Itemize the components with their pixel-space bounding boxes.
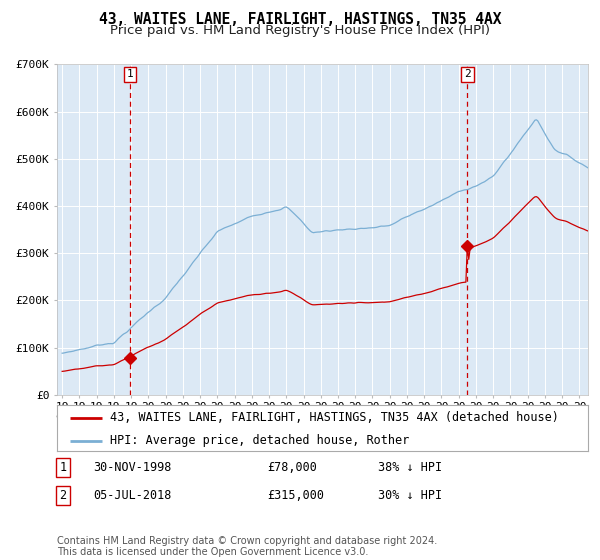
Text: 1: 1 [127, 69, 133, 80]
Text: 1: 1 [59, 461, 67, 474]
Text: £78,000: £78,000 [267, 461, 317, 474]
Text: 43, WAITES LANE, FAIRLIGHT, HASTINGS, TN35 4AX (detached house): 43, WAITES LANE, FAIRLIGHT, HASTINGS, TN… [110, 411, 559, 424]
Text: 2: 2 [464, 69, 471, 80]
Text: 30-NOV-1998: 30-NOV-1998 [93, 461, 172, 474]
Text: 30% ↓ HPI: 30% ↓ HPI [378, 489, 442, 502]
Text: 38% ↓ HPI: 38% ↓ HPI [378, 461, 442, 474]
Text: HPI: Average price, detached house, Rother: HPI: Average price, detached house, Roth… [110, 434, 409, 447]
Text: £315,000: £315,000 [267, 489, 324, 502]
Text: 43, WAITES LANE, FAIRLIGHT, HASTINGS, TN35 4AX: 43, WAITES LANE, FAIRLIGHT, HASTINGS, TN… [99, 12, 501, 27]
Text: Price paid vs. HM Land Registry's House Price Index (HPI): Price paid vs. HM Land Registry's House … [110, 24, 490, 37]
Text: 2: 2 [59, 489, 67, 502]
Text: Contains HM Land Registry data © Crown copyright and database right 2024.
This d: Contains HM Land Registry data © Crown c… [57, 535, 437, 557]
Text: 05-JUL-2018: 05-JUL-2018 [93, 489, 172, 502]
